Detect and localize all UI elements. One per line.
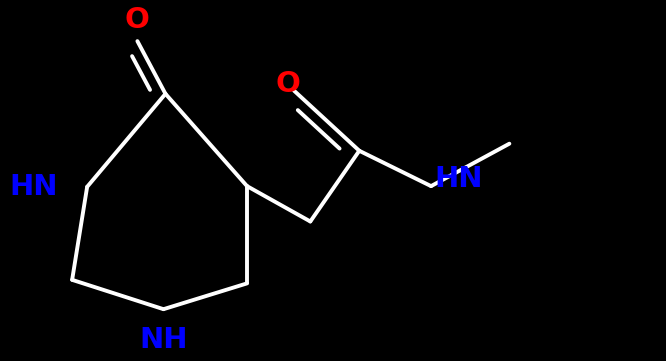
Text: HN: HN [9,173,58,201]
Text: O: O [125,6,150,34]
Text: O: O [275,70,300,98]
Text: HN: HN [434,165,483,193]
Text: NH: NH [139,326,188,354]
